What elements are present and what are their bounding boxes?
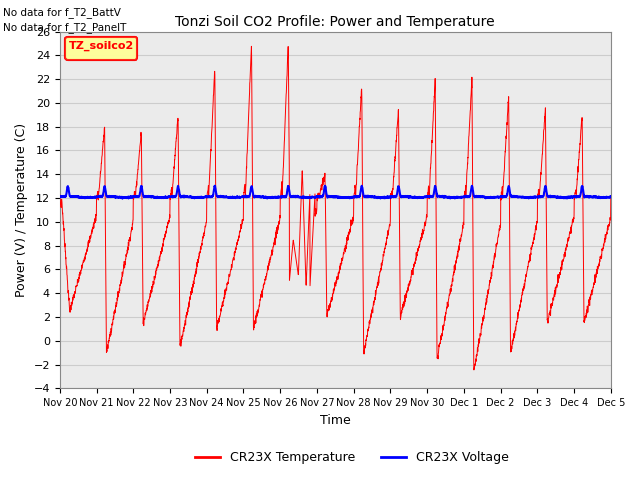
Legend: CR23X Temperature, CR23X Voltage: CR23X Temperature, CR23X Voltage [191,446,513,469]
Text: No data for f_T2_BattV: No data for f_T2_BattV [3,7,121,18]
Legend:  [65,37,137,60]
Y-axis label: Power (V) / Temperature (C): Power (V) / Temperature (C) [15,123,28,297]
X-axis label: Time: Time [320,414,351,427]
Text: No data for f_T2_PanelT: No data for f_T2_PanelT [3,22,127,33]
Title: Tonzi Soil CO2 Profile: Power and Temperature: Tonzi Soil CO2 Profile: Power and Temper… [175,15,495,29]
